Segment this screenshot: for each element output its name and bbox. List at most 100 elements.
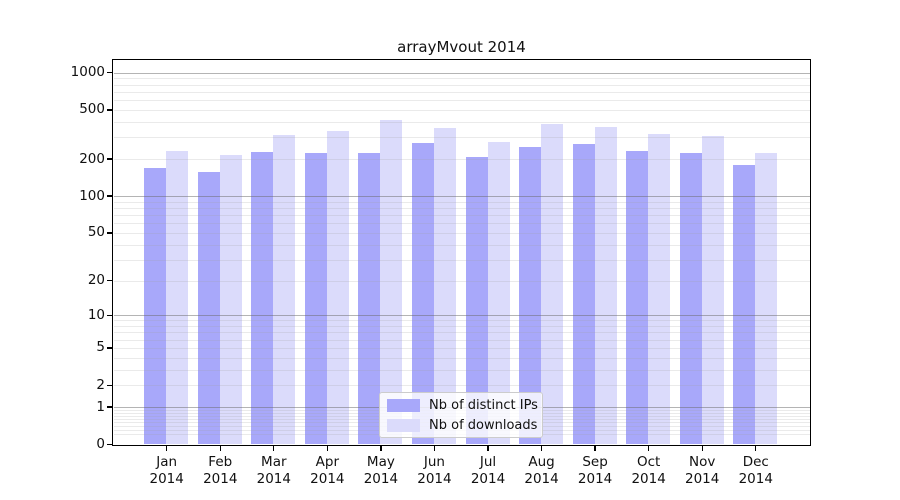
y-tick-label: 0: [96, 435, 105, 452]
chart-title: arrayMvout 2014: [397, 38, 526, 56]
x-tick-label-jun: Jun 2014: [404, 454, 464, 488]
gridline-minor: [113, 109, 810, 111]
gridline-minor: [113, 201, 810, 203]
legend-label: Nb of downloads: [429, 417, 538, 433]
legend-row: Nb of distinct IPs: [380, 397, 542, 413]
y-tick-mark: [107, 314, 113, 316]
gridline-minor: [113, 339, 810, 341]
gridline-minor: [113, 100, 810, 102]
bar-downloads-jul: [487, 141, 510, 445]
x-tick-mark: [487, 445, 489, 451]
x-tick-label-oct: Oct 2014: [619, 454, 679, 488]
y-tick-label: 2: [96, 376, 105, 393]
legend-row: Nb of downloads: [380, 417, 542, 433]
grid-layer: [113, 60, 810, 445]
gridline-minor: [113, 320, 810, 322]
x-tick-year: 2014: [203, 471, 238, 487]
x-tick-label-may: May 2014: [351, 454, 411, 488]
bar-distinct-ips-dec: [733, 164, 756, 445]
y-tick-label: 100: [79, 187, 105, 204]
y-tick-mark: [107, 347, 113, 349]
x-tick-label-nov: Nov 2014: [672, 454, 732, 488]
x-tick-month: Feb: [208, 454, 233, 470]
bar-downloads-mar: [273, 135, 296, 445]
x-tick-mark: [540, 445, 543, 451]
bar-downloads-dec: [755, 152, 778, 445]
x-tick-mark: [755, 445, 757, 451]
bar-downloads-jun: [433, 128, 456, 445]
x-tick-label-feb: Feb 2014: [190, 454, 250, 488]
legend-swatch-distinct-ips: [387, 398, 420, 412]
x-tick-year: 2014: [631, 471, 666, 487]
gridline-major: [113, 72, 810, 74]
y-tick-label: 5: [96, 339, 105, 356]
bar-downloads-sep: [594, 126, 617, 445]
gridline-minor: [113, 159, 810, 161]
x-tick-label-jul: Jul 2014: [458, 454, 518, 488]
x-tick-month: May: [366, 454, 395, 470]
bar-distinct-ips-nov: [679, 152, 702, 445]
x-tick-mark: [219, 445, 221, 451]
bar-distinct-ips-jun: [411, 143, 434, 445]
y-tick-label: 50: [87, 224, 105, 241]
gridline-major: [113, 315, 810, 317]
gridline-minor: [113, 137, 810, 139]
x-tick-month: Nov: [689, 454, 716, 470]
gridline-minor: [113, 326, 810, 328]
bar-distinct-ips-apr: [304, 153, 327, 445]
gridline-minor: [113, 223, 810, 225]
y-tick-mark: [107, 406, 113, 408]
bar-downloads-apr: [326, 130, 349, 445]
y-tick-label: 1000: [70, 64, 105, 81]
gridline-minor: [113, 91, 810, 93]
x-tick-year: 2014: [470, 471, 506, 487]
x-tick-month: Aug: [528, 454, 555, 470]
gridline-minor: [113, 84, 810, 86]
x-tick-label-aug: Aug 2014: [512, 454, 572, 488]
bar-downloads-may: [380, 119, 403, 445]
x-tick-year: 2014: [738, 471, 773, 487]
x-tick-label-apr: Apr 2014: [297, 454, 357, 488]
bar-distinct-ips-mar: [251, 151, 274, 445]
x-tick-label-dec: Dec 2014: [726, 454, 786, 488]
legend: Nb of distinct IPs Nb of downloads: [379, 392, 543, 438]
bar-distinct-ips-aug: [519, 146, 542, 445]
x-tick-year: 2014: [310, 471, 345, 487]
y-tick-mark: [107, 279, 113, 282]
gridline-minor: [113, 369, 810, 371]
gridline-minor: [113, 357, 810, 359]
x-tick-year: 2014: [256, 471, 291, 487]
legend-label: Nb of distinct IPs: [429, 397, 538, 413]
gridline-minor: [113, 207, 810, 209]
gridline-minor: [113, 78, 810, 80]
x-tick-year: 2014: [363, 471, 399, 487]
x-tick-mark: [701, 445, 703, 451]
bar-downloads-feb: [219, 154, 242, 445]
y-tick-mark: [107, 443, 113, 445]
x-tick-mark: [594, 445, 596, 451]
y-tick-label: 500: [79, 101, 105, 118]
gridline-minor: [113, 121, 810, 123]
x-tick-month: Jun: [423, 454, 445, 470]
gridline-minor: [113, 347, 810, 349]
bar-downloads-nov: [701, 135, 724, 445]
bar-distinct-ips-jan: [144, 167, 167, 445]
x-tick-year: 2014: [417, 471, 452, 487]
y-tick-mark: [107, 232, 113, 234]
plot-area: [113, 60, 810, 445]
x-tick-mark: [647, 445, 650, 451]
gridline-major: [113, 196, 810, 198]
x-tick-mark: [166, 445, 168, 451]
x-tick-label-sep: Sep 2014: [565, 454, 625, 488]
x-tick-year: 2014: [524, 471, 559, 487]
gridline-minor: [113, 215, 810, 217]
x-tick-month: Sep: [582, 454, 608, 470]
y-tick-label: 200: [79, 150, 105, 167]
x-tick-mark: [326, 445, 329, 451]
y-tick-mark: [107, 384, 113, 386]
x-tick-label-mar: Mar 2014: [244, 454, 304, 488]
legend-swatch-downloads: [387, 418, 420, 432]
x-tick-year: 2014: [577, 471, 613, 487]
y-tick-mark: [107, 158, 113, 160]
